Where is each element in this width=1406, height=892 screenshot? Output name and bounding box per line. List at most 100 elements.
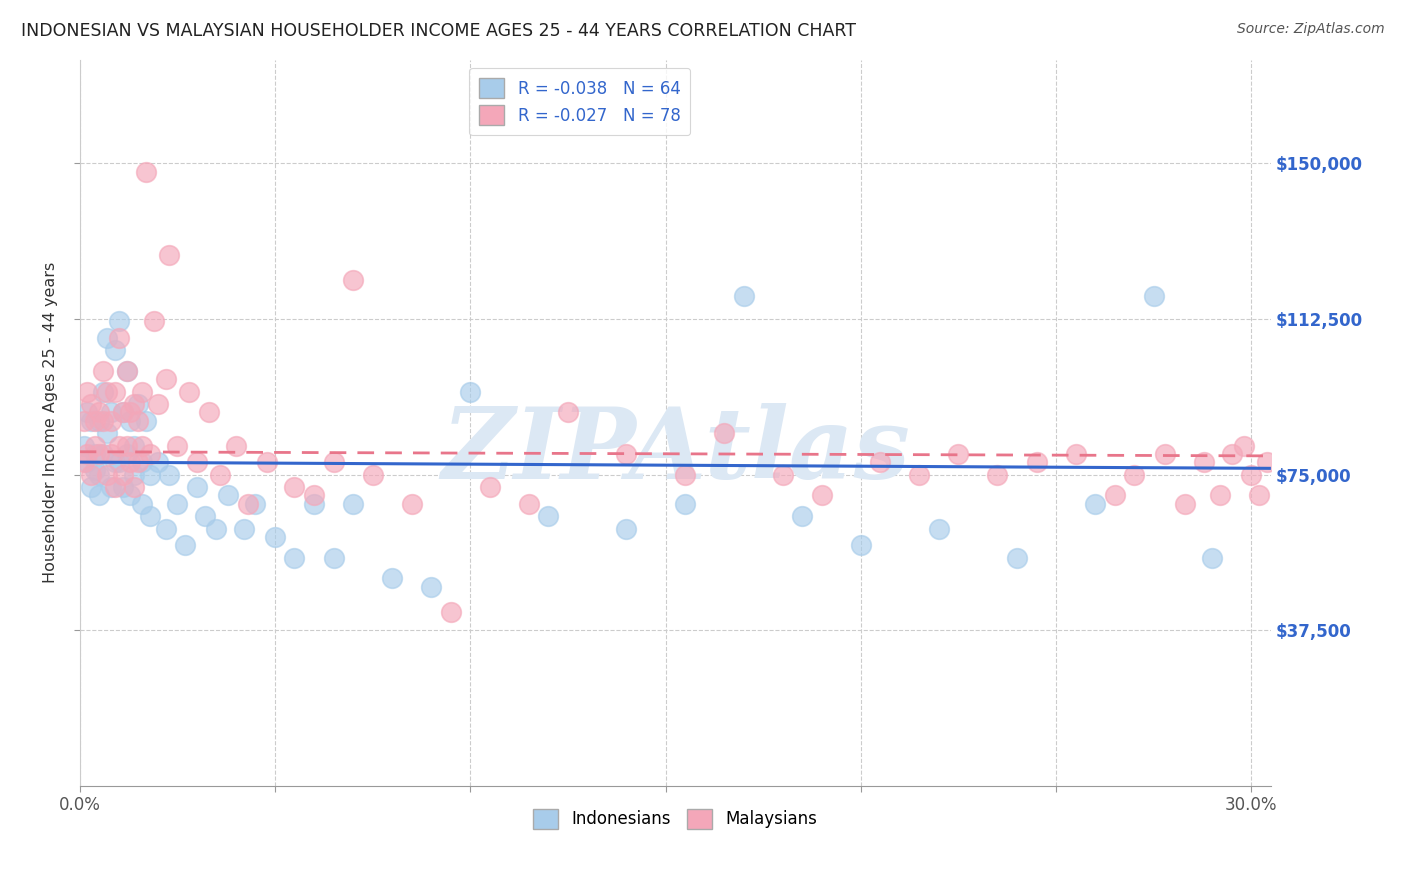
Point xyxy=(537,509,560,524)
Point xyxy=(139,509,162,524)
Point xyxy=(155,372,177,386)
Point xyxy=(283,550,305,565)
Point xyxy=(673,467,696,482)
Point xyxy=(76,405,98,419)
Point xyxy=(713,426,735,441)
Point xyxy=(1104,488,1126,502)
Point xyxy=(76,455,98,469)
Point xyxy=(256,455,278,469)
Point xyxy=(91,414,114,428)
Point xyxy=(217,488,239,502)
Point xyxy=(302,497,325,511)
Point xyxy=(159,247,181,261)
Point xyxy=(908,467,931,482)
Y-axis label: Householder Income Ages 25 - 44 years: Householder Income Ages 25 - 44 years xyxy=(44,262,58,583)
Point xyxy=(80,480,103,494)
Point xyxy=(342,272,364,286)
Point xyxy=(135,414,157,428)
Point xyxy=(810,488,832,502)
Point xyxy=(186,455,208,469)
Point xyxy=(245,497,267,511)
Point xyxy=(115,447,138,461)
Point xyxy=(517,497,540,511)
Point xyxy=(616,521,638,535)
Point xyxy=(1005,550,1028,565)
Point xyxy=(557,405,579,419)
Point xyxy=(948,447,970,461)
Point xyxy=(342,497,364,511)
Point xyxy=(104,480,127,494)
Point xyxy=(174,538,197,552)
Legend: Indonesians, Malaysians: Indonesians, Malaysians xyxy=(526,802,824,836)
Point xyxy=(124,397,146,411)
Point xyxy=(616,447,638,461)
Point xyxy=(107,314,129,328)
Point xyxy=(124,438,146,452)
Point xyxy=(1174,497,1197,511)
Point xyxy=(111,480,134,494)
Point xyxy=(1143,289,1166,303)
Point xyxy=(673,497,696,511)
Point xyxy=(96,331,118,345)
Text: Source: ZipAtlas.com: Source: ZipAtlas.com xyxy=(1237,22,1385,37)
Point xyxy=(420,580,443,594)
Point xyxy=(89,405,111,419)
Point xyxy=(120,414,142,428)
Point xyxy=(1240,467,1263,482)
Point xyxy=(111,405,134,419)
Point xyxy=(84,438,107,452)
Point xyxy=(928,521,950,535)
Text: INDONESIAN VS MALAYSIAN HOUSEHOLDER INCOME AGES 25 - 44 YEARS CORRELATION CHART: INDONESIAN VS MALAYSIAN HOUSEHOLDER INCO… xyxy=(21,22,856,40)
Point xyxy=(1084,497,1107,511)
Point xyxy=(111,405,134,419)
Point xyxy=(139,447,162,461)
Point xyxy=(322,550,344,565)
Point xyxy=(1064,447,1087,461)
Point xyxy=(100,447,122,461)
Point xyxy=(236,497,259,511)
Point xyxy=(76,384,98,399)
Point xyxy=(115,364,138,378)
Point xyxy=(100,480,122,494)
Point xyxy=(91,364,114,378)
Point xyxy=(115,438,138,452)
Point xyxy=(91,447,114,461)
Point xyxy=(302,488,325,502)
Point xyxy=(89,414,111,428)
Point xyxy=(440,605,463,619)
Point xyxy=(1201,550,1223,565)
Point xyxy=(104,455,127,469)
Point xyxy=(124,467,146,482)
Point xyxy=(124,480,146,494)
Point xyxy=(80,467,103,482)
Point xyxy=(120,488,142,502)
Text: ZIPAtlas: ZIPAtlas xyxy=(441,403,910,500)
Point xyxy=(89,467,111,482)
Point xyxy=(401,497,423,511)
Point xyxy=(232,521,254,535)
Point xyxy=(381,571,404,585)
Point xyxy=(1194,455,1216,469)
Point xyxy=(146,455,169,469)
Point xyxy=(1232,438,1254,452)
Point xyxy=(107,438,129,452)
Point xyxy=(100,414,122,428)
Point xyxy=(205,521,228,535)
Point xyxy=(458,384,481,399)
Point xyxy=(107,331,129,345)
Point xyxy=(120,405,142,419)
Point xyxy=(115,364,138,378)
Point xyxy=(264,530,287,544)
Point xyxy=(159,467,181,482)
Point xyxy=(76,447,98,461)
Point xyxy=(197,405,219,419)
Point xyxy=(127,455,149,469)
Point xyxy=(166,497,188,511)
Point xyxy=(1154,447,1177,461)
Point xyxy=(91,384,114,399)
Point xyxy=(72,455,94,469)
Point xyxy=(733,289,755,303)
Point xyxy=(131,455,153,469)
Point xyxy=(135,164,157,178)
Point xyxy=(127,397,149,411)
